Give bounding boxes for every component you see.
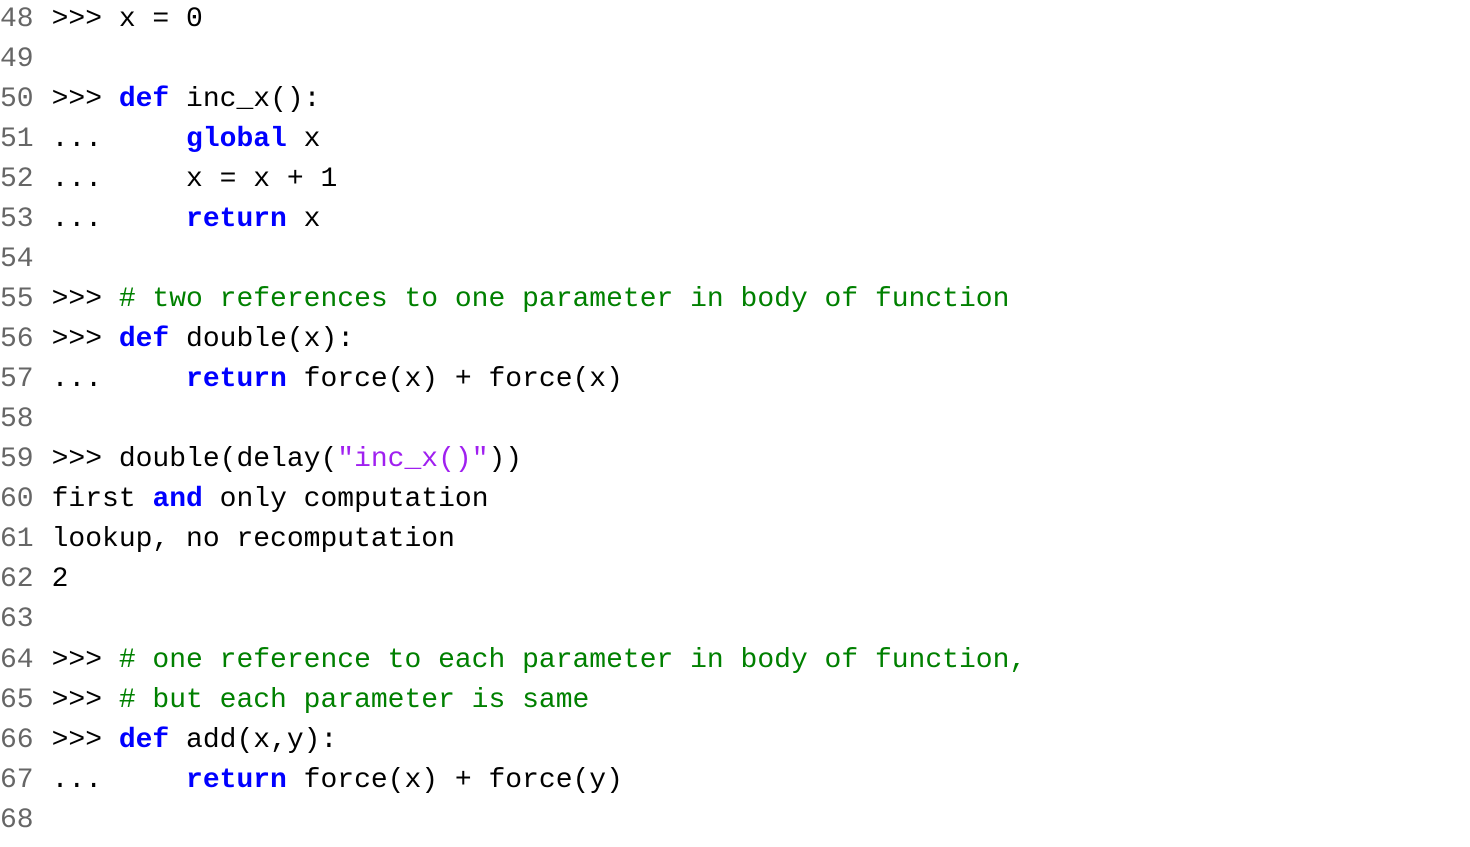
code-token: x: [287, 204, 321, 235]
code-token: >>> x = 0: [52, 4, 203, 35]
keyword-token: return: [186, 364, 287, 395]
code-line: [52, 600, 1027, 640]
line-number: 63: [0, 600, 34, 640]
line-number: 49: [0, 40, 34, 80]
line-number: 59: [0, 440, 34, 480]
code-line: >>> def add(x,y):: [52, 721, 1027, 761]
code-token: ...: [52, 765, 186, 796]
code-line: >>> # one reference to each parameter in…: [52, 641, 1027, 681]
line-number: 64: [0, 641, 34, 681]
line-number: 66: [0, 721, 34, 761]
code-token: )): [489, 444, 523, 475]
line-number: 51: [0, 120, 34, 160]
code-token: x: [287, 124, 321, 155]
code-token: double(x):: [169, 324, 354, 355]
code-line: 2: [52, 560, 1027, 600]
keyword-token: return: [186, 765, 287, 796]
code-line: >>> # but each parameter is same: [52, 681, 1027, 721]
code-token: lookup, no recomputation: [52, 524, 455, 555]
code-listing: 4849505152535455565758596061626364656667…: [0, 0, 1470, 841]
code-token: >>>: [52, 284, 119, 315]
code-line: [52, 40, 1027, 80]
code-line: >>> double(delay("inc_x()")): [52, 440, 1027, 480]
line-number: 58: [0, 400, 34, 440]
code-token: ... x = x + 1: [52, 164, 338, 195]
keyword-token: def: [119, 725, 169, 756]
line-number: 54: [0, 240, 34, 280]
keyword-token: return: [186, 204, 287, 235]
code-token: >>>: [52, 84, 119, 115]
code-line: >>> x = 0: [52, 0, 1027, 40]
line-number: 50: [0, 80, 34, 120]
line-number-gutter: 4849505152535455565758596061626364656667…: [0, 0, 52, 841]
code-line: ... return x: [52, 200, 1027, 240]
code-line: ... x = x + 1: [52, 160, 1027, 200]
code-token: force(x) + force(x): [287, 364, 623, 395]
line-number: 55: [0, 280, 34, 320]
string-token: "inc_x()": [337, 444, 488, 475]
code-token: force(x) + force(y): [287, 765, 623, 796]
code-line: >>> def double(x):: [52, 320, 1027, 360]
code-line: >>> def inc_x():: [52, 80, 1027, 120]
code-line: ... global x: [52, 120, 1027, 160]
code-token: >>>: [52, 324, 119, 355]
code-body: >>> x = 0 >>> def inc_x():... global x..…: [52, 0, 1027, 841]
code-line: [52, 400, 1027, 440]
code-token: >>>: [52, 685, 119, 716]
code-token: >>>: [52, 645, 119, 676]
code-line: [52, 801, 1027, 841]
code-line: >>> # two references to one parameter in…: [52, 280, 1027, 320]
code-token: add(x,y):: [169, 725, 337, 756]
keyword-token: global: [186, 124, 287, 155]
line-number: 60: [0, 480, 34, 520]
code-line: ... return force(x) + force(y): [52, 761, 1027, 801]
line-number: 57: [0, 360, 34, 400]
code-token: >>> double(delay(: [52, 444, 338, 475]
keyword-token: and: [152, 484, 202, 515]
code-token: inc_x():: [169, 84, 320, 115]
line-number: 48: [0, 0, 34, 40]
code-line: lookup, no recomputation: [52, 520, 1027, 560]
line-number: 56: [0, 320, 34, 360]
code-token: ...: [52, 124, 186, 155]
code-token: ...: [52, 204, 186, 235]
code-token: 2: [52, 564, 69, 595]
keyword-token: def: [119, 324, 169, 355]
comment-token: # two references to one parameter in bod…: [119, 284, 1010, 315]
line-number: 68: [0, 801, 34, 841]
code-line: first and only computation: [52, 480, 1027, 520]
code-token: >>>: [52, 725, 119, 756]
line-number: 65: [0, 681, 34, 721]
code-line: [52, 240, 1027, 280]
code-token: ...: [52, 364, 186, 395]
line-number: 53: [0, 200, 34, 240]
comment-token: # but each parameter is same: [119, 685, 589, 716]
line-number: 52: [0, 160, 34, 200]
comment-token: # one reference to each parameter in bod…: [119, 645, 1026, 676]
code-line: ... return force(x) + force(x): [52, 360, 1027, 400]
line-number: 62: [0, 560, 34, 600]
keyword-token: def: [119, 84, 169, 115]
code-token: only computation: [203, 484, 489, 515]
code-token: first: [52, 484, 153, 515]
line-number: 67: [0, 761, 34, 801]
line-number: 61: [0, 520, 34, 560]
